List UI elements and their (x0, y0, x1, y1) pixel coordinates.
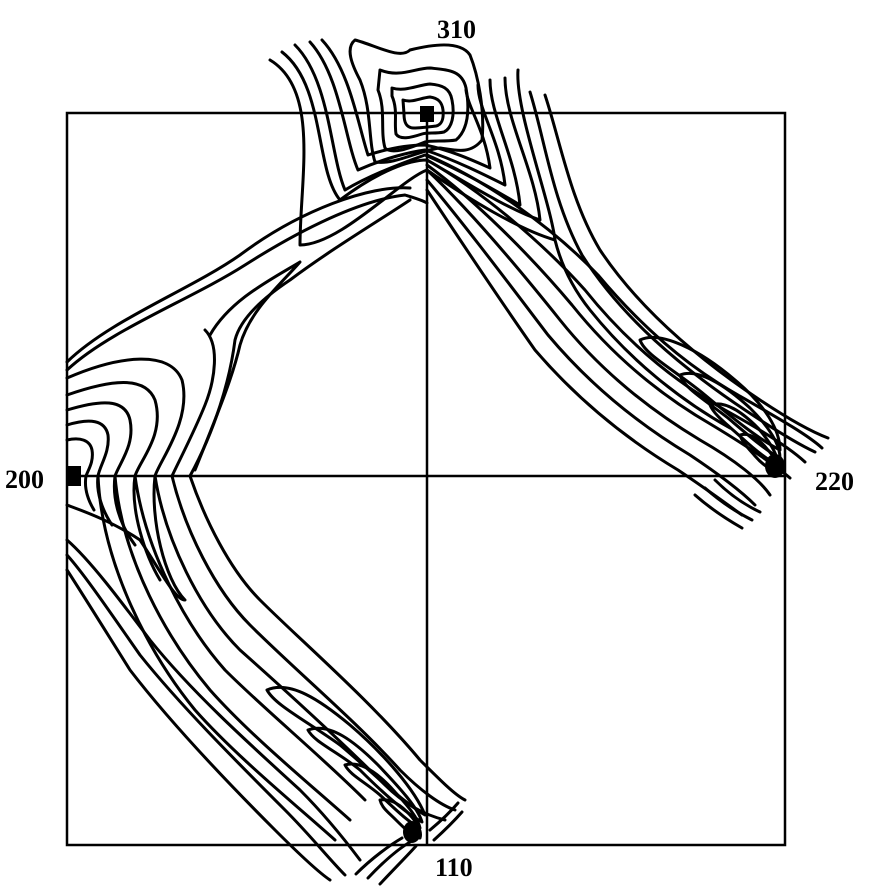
contours-top-310 (268, 38, 557, 247)
contours-left-200 (65, 186, 429, 602)
label-310: 310 (437, 15, 476, 44)
pole-marker-220 (765, 454, 785, 478)
label-110: 110 (435, 853, 473, 882)
label-220: 220 (815, 467, 854, 496)
label-200: 200 (5, 465, 44, 494)
contours-band-310-220 (425, 90, 830, 530)
pole-marker-310 (420, 106, 434, 122)
pole-marker-110 (403, 821, 421, 843)
contours-band-200-110 (65, 474, 467, 886)
pole-marker-200 (67, 466, 81, 486)
